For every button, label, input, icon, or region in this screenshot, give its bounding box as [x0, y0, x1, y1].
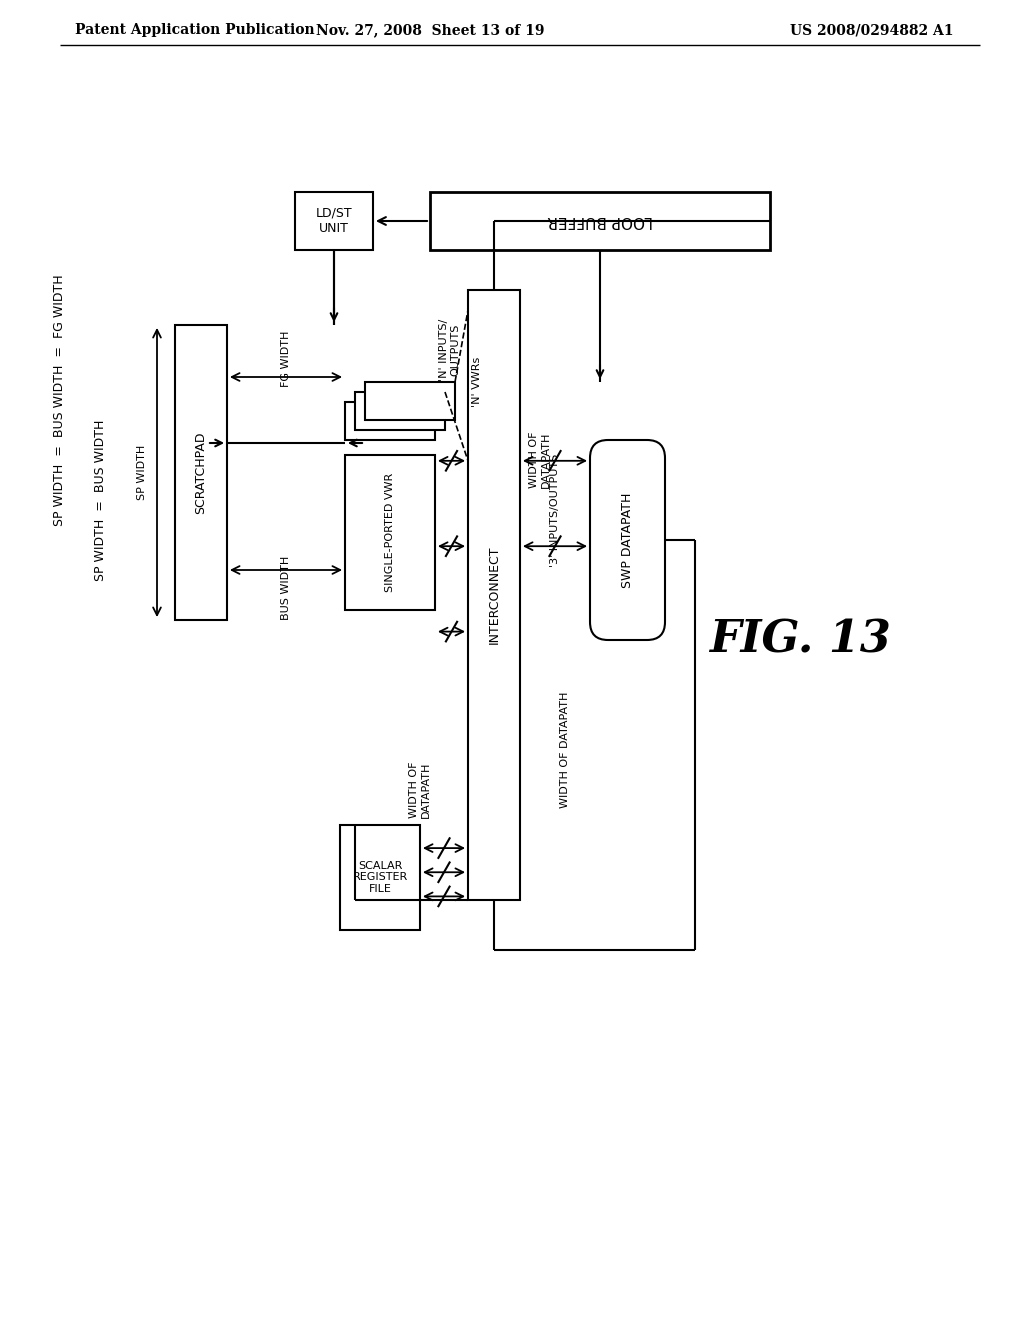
- Text: SP WIDTH  =  BUS WIDTH: SP WIDTH = BUS WIDTH: [93, 420, 106, 581]
- Bar: [468, 290, 520, 900]
- Bar: [345, 403, 435, 440]
- Text: SP WIDTH  =  BUS WIDTH  =  FG WIDTH: SP WIDTH = BUS WIDTH = FG WIDTH: [53, 275, 67, 525]
- Text: SWP DATAPATH: SWP DATAPATH: [621, 492, 634, 587]
- Text: INTERCONNECT: INTERCONNECT: [487, 545, 501, 644]
- Text: US 2008/0294882 A1: US 2008/0294882 A1: [790, 22, 953, 37]
- Text: WIDTH OF
DATAPATH: WIDTH OF DATAPATH: [410, 762, 431, 818]
- Text: Patent Application Publication: Patent Application Publication: [75, 22, 314, 37]
- Text: 'N' INPUTS/
OUTPUTS: 'N' INPUTS/ OUTPUTS: [439, 319, 461, 381]
- Text: LOOP BUFFER: LOOP BUFFER: [547, 214, 653, 228]
- Bar: [355, 392, 445, 430]
- Text: BUS WIDTH: BUS WIDTH: [281, 556, 291, 620]
- Text: WIDTH OF DATAPATH: WIDTH OF DATAPATH: [560, 692, 570, 808]
- Bar: [430, 191, 770, 249]
- Bar: [340, 825, 420, 931]
- Bar: [345, 455, 435, 610]
- Text: WIDTH OF
DATAPATH: WIDTH OF DATAPATH: [529, 432, 551, 488]
- Text: FIG. 13: FIG. 13: [709, 619, 891, 661]
- Bar: [295, 191, 373, 249]
- Bar: [365, 381, 455, 420]
- Text: SCALAR
REGISTER
FILE: SCALAR REGISTER FILE: [352, 861, 408, 894]
- Text: SP WIDTH: SP WIDTH: [137, 445, 147, 500]
- Bar: [175, 325, 227, 620]
- Text: 'N' VWRs: 'N' VWRs: [472, 356, 482, 407]
- Text: Nov. 27, 2008  Sheet 13 of 19: Nov. 27, 2008 Sheet 13 of 19: [315, 22, 544, 37]
- Text: FG WIDTH: FG WIDTH: [281, 331, 291, 387]
- Text: '3' INPUTS/OUTPUTS: '3' INPUTS/OUTPUTS: [550, 453, 560, 566]
- Text: LD/ST
UNIT: LD/ST UNIT: [315, 207, 352, 235]
- FancyBboxPatch shape: [590, 440, 665, 640]
- Text: SINGLE-PORTED VWR: SINGLE-PORTED VWR: [385, 473, 395, 593]
- Text: SCRATCHPAD: SCRATCHPAD: [195, 432, 208, 513]
